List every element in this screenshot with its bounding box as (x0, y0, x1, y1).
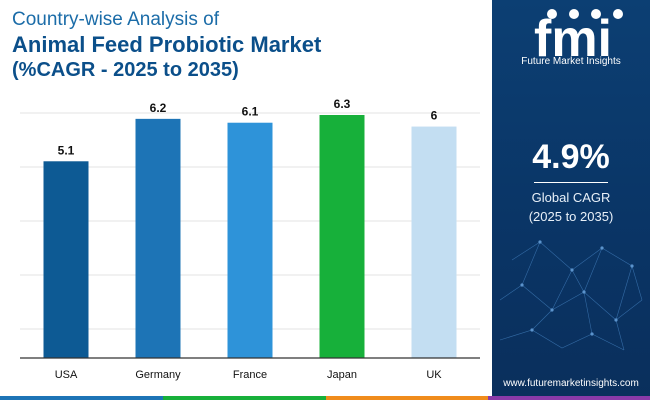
title-line-1: Country-wise Analysis of (12, 9, 219, 30)
data-label-germany: 6.2 (150, 101, 167, 115)
data-label-france: 6.1 (242, 105, 259, 119)
side-panel: fmi Future Market Insights 4.9% Global C… (492, 0, 650, 400)
title-line-3: (%CAGR - 2025 to 2035) (12, 59, 239, 81)
network-graphic-icon (499, 240, 643, 351)
logo-text: fmi (534, 10, 612, 68)
title-line-2: Animal Feed Probiotic Market (12, 32, 322, 57)
bar-usa (43, 161, 89, 358)
cagr-divider (534, 182, 608, 183)
footer-segment-blue (0, 396, 163, 400)
footer-color-bar (0, 396, 650, 400)
chart-title-block: Country-wise Analysis of Animal Feed Pro… (12, 8, 482, 82)
logo-dot-icon (591, 9, 601, 19)
data-label-uk: 6 (431, 109, 438, 123)
global-cagr-label: Global CAGR (2025 to 2035) (492, 188, 650, 226)
bar-uk (411, 126, 457, 358)
logo-subtitle: Future Market Insights (521, 56, 621, 67)
bar-germany (135, 118, 181, 358)
tick-label-germany: Germany (135, 369, 181, 381)
tick-label-usa: USA (55, 369, 78, 381)
global-cagr-value: 4.9% (532, 138, 610, 176)
fmi-logo: fmi (534, 9, 623, 68)
website-link[interactable]: www.futuremarketinsights.com (503, 378, 639, 389)
footer-segment-orange (326, 396, 488, 400)
bar-chart: 5.1 USA 6.2 Germany 6.1 France 6.3 Japan 6 UK (20, 97, 480, 381)
bar-france (227, 122, 273, 358)
logo-dot-icon (547, 9, 557, 19)
data-label-usa: 5.1 (58, 143, 75, 157)
tick-label-japan: Japan (327, 369, 357, 381)
logo-dot-icon (569, 9, 579, 19)
logo-dot-icon (613, 9, 623, 19)
bar-japan (319, 115, 365, 358)
cagr-label-line-1: Global CAGR (531, 190, 611, 205)
cagr-label-line-2: (2025 to 2035) (528, 209, 614, 224)
data-label-japan: 6.3 (334, 97, 351, 111)
tick-label-uk: UK (426, 369, 442, 381)
tick-label-france: France (233, 369, 267, 381)
footer-segment-green (163, 396, 326, 400)
bar-chart-area: 5.1 USA 6.2 Germany 6.1 France 6.3 Japan 6 UK (0, 88, 492, 388)
footer-segment-purple (488, 396, 650, 400)
